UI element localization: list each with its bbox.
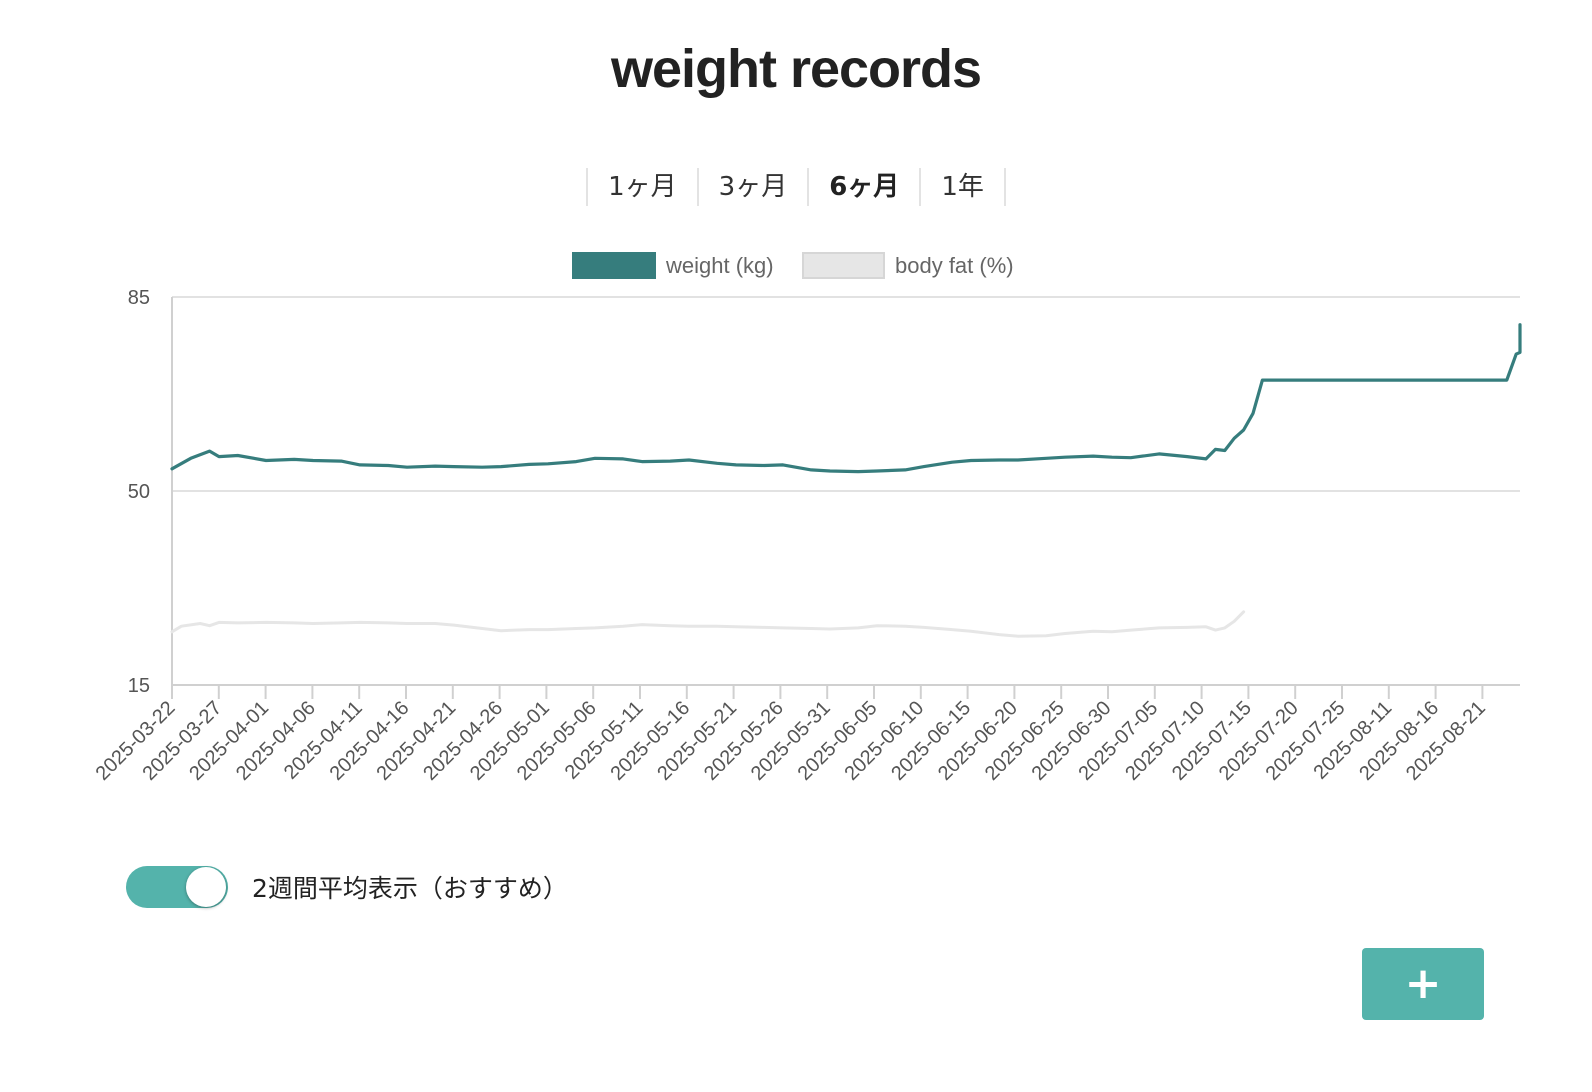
y-tick-label: 15: [128, 675, 150, 697]
average-toggle-row: 2週間平均表示（おすすめ）: [126, 866, 568, 908]
body-fat-series-line: [170, 610, 1246, 638]
add-record-button[interactable]: +: [1362, 948, 1484, 1020]
chart-legend: weight (kg) body fat (%): [572, 252, 1014, 279]
tab-6-months[interactable]: 6ヶ月: [807, 168, 919, 206]
tab-1-month[interactable]: 1ヶ月: [586, 168, 697, 206]
page-title: weight records: [610, 39, 982, 99]
series-layer: [170, 323, 1522, 638]
tab-1-year[interactable]: 1年: [919, 168, 1006, 206]
two-week-average-toggle[interactable]: [126, 866, 228, 908]
legend-label-body-fat[interactable]: body fat (%): [895, 253, 1014, 278]
tab-3-months[interactable]: 3ヶ月: [696, 168, 808, 206]
x-axis-ticks: 2025-03-222025-03-272025-04-012025-04-06…: [92, 685, 1490, 785]
two-week-average-label: 2週間平均表示（おすすめ）: [252, 874, 568, 903]
weight-series-line: [170, 323, 1522, 474]
grid-layer: 15 50 85: [128, 287, 1520, 699]
legend-swatch-weight[interactable]: [572, 252, 656, 279]
chart-svg: weight (kg) body fat (%) 15 50 85 2025-03-…: [92, 252, 1522, 785]
toggle-knob[interactable]: [186, 867, 226, 907]
weight-chart: weight (kg) body fat (%) 15 50 85 2025-03-…: [0, 240, 1592, 840]
legend-label-weight[interactable]: weight (kg): [665, 253, 774, 278]
range-tabs: 1ヶ月 3ヶ月 6ヶ月 1年: [0, 168, 1592, 206]
y-tick-label: 50: [128, 481, 150, 503]
y-tick-label: 85: [128, 287, 150, 309]
legend-swatch-body-fat[interactable]: [802, 252, 885, 279]
